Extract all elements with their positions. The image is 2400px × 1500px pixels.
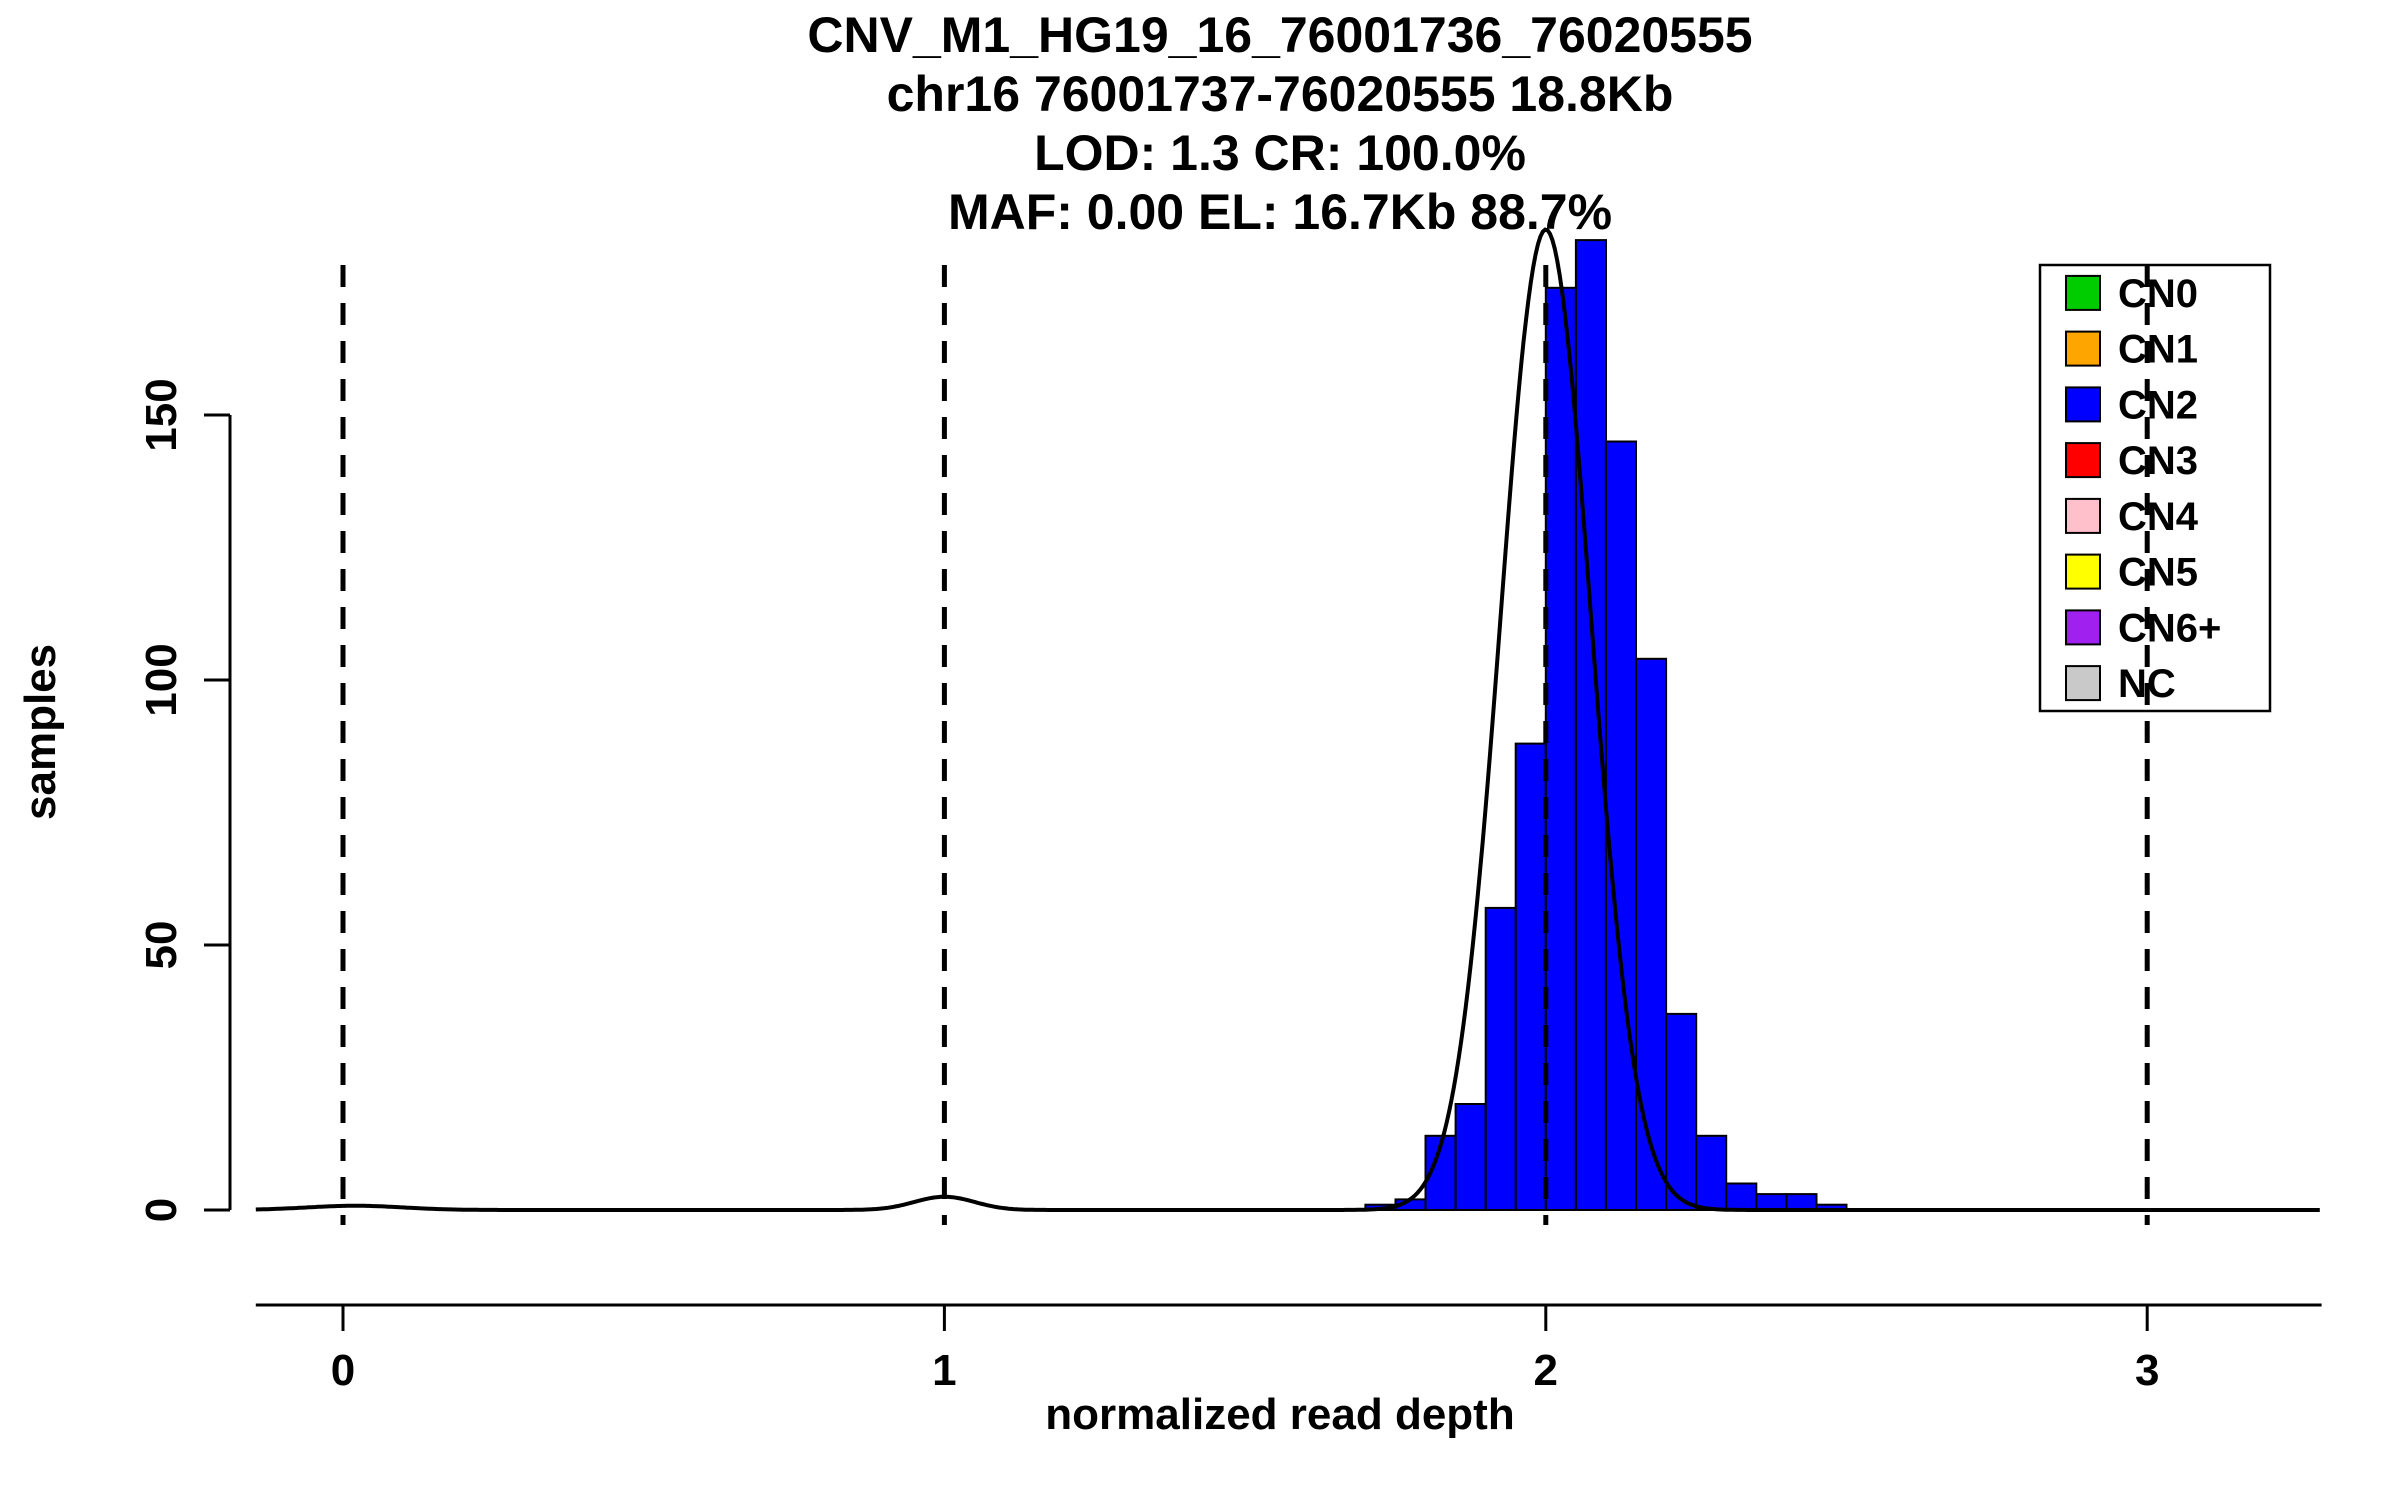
histogram-bar — [1544, 286, 1577, 1211]
y-tick-label: 100 — [137, 643, 186, 716]
legend-swatch-cn3 — [2065, 442, 2101, 479]
histogram-bar — [1695, 1134, 1728, 1212]
histogram-bar — [1574, 239, 1608, 1212]
plot-title: CNV_M1_HG19_16_76001736_76020555 chr16 7… — [230, 6, 2330, 242]
histogram-bar — [1484, 906, 1517, 1212]
legend-label: CN0 — [2118, 272, 2198, 316]
x-tick-label: 0 — [331, 1346, 355, 1395]
legend-swatch-cn4 — [2065, 497, 2101, 534]
x-tick-label: 3 — [2135, 1346, 2159, 1395]
legend-swatch-cn2 — [2065, 386, 2101, 423]
histogram-bar — [1514, 742, 1547, 1211]
legend-swatch-cn6+ — [2065, 609, 2101, 646]
density-curve — [255, 227, 2320, 1212]
histogram-bar — [1635, 657, 1668, 1211]
dashed-guides — [340, 265, 2150, 1225]
x-tick-label: 2 — [1534, 1346, 1558, 1395]
y-tick-label: 0 — [137, 1198, 186, 1222]
legend-label: CN4 — [2118, 495, 2199, 539]
histogram-bars — [1364, 239, 1848, 1212]
legend-swatch-cn1 — [2065, 330, 2101, 367]
legend-label: CN2 — [2118, 383, 2198, 427]
title-line-3: LOD: 1.3 CR: 100.0% — [1034, 125, 1526, 181]
legend-swatch-nc — [2065, 665, 2101, 702]
axes: 0 1 2 3 0 50 100 150 — [137, 378, 2322, 1395]
title-line-4: MAF: 0.00 EL: 16.7Kb 88.7% — [947, 184, 1613, 240]
histogram-bar — [1725, 1182, 1758, 1211]
legend-label: CN3 — [2118, 439, 2198, 483]
title-line-2: chr16 76001737-76020555 18.8Kb — [886, 66, 1674, 122]
y-axis-label: samples — [16, 643, 65, 820]
legend-label: CN6+ — [2118, 606, 2221, 650]
histogram-bar — [1604, 440, 1638, 1211]
histogram-bar — [1755, 1193, 1788, 1211]
y-tick-label: 150 — [137, 378, 186, 451]
legend-label: CN1 — [2118, 328, 2198, 372]
legend-swatch-cn0 — [2065, 274, 2101, 311]
y-tick-label: 50 — [137, 921, 186, 970]
histogram-bar — [1785, 1193, 1818, 1211]
legend-swatch-cn5 — [2065, 553, 2101, 590]
title-line-1: CNV_M1_HG19_16_76001736_76020555 — [807, 7, 1753, 63]
histogram-bar — [1454, 1103, 1487, 1211]
histogram-bar — [1665, 1012, 1698, 1212]
x-tick-label: 1 — [932, 1346, 956, 1395]
x-axis-label: normalized read depth — [1045, 1390, 1515, 1439]
legend-label: CN5 — [2118, 551, 2198, 595]
